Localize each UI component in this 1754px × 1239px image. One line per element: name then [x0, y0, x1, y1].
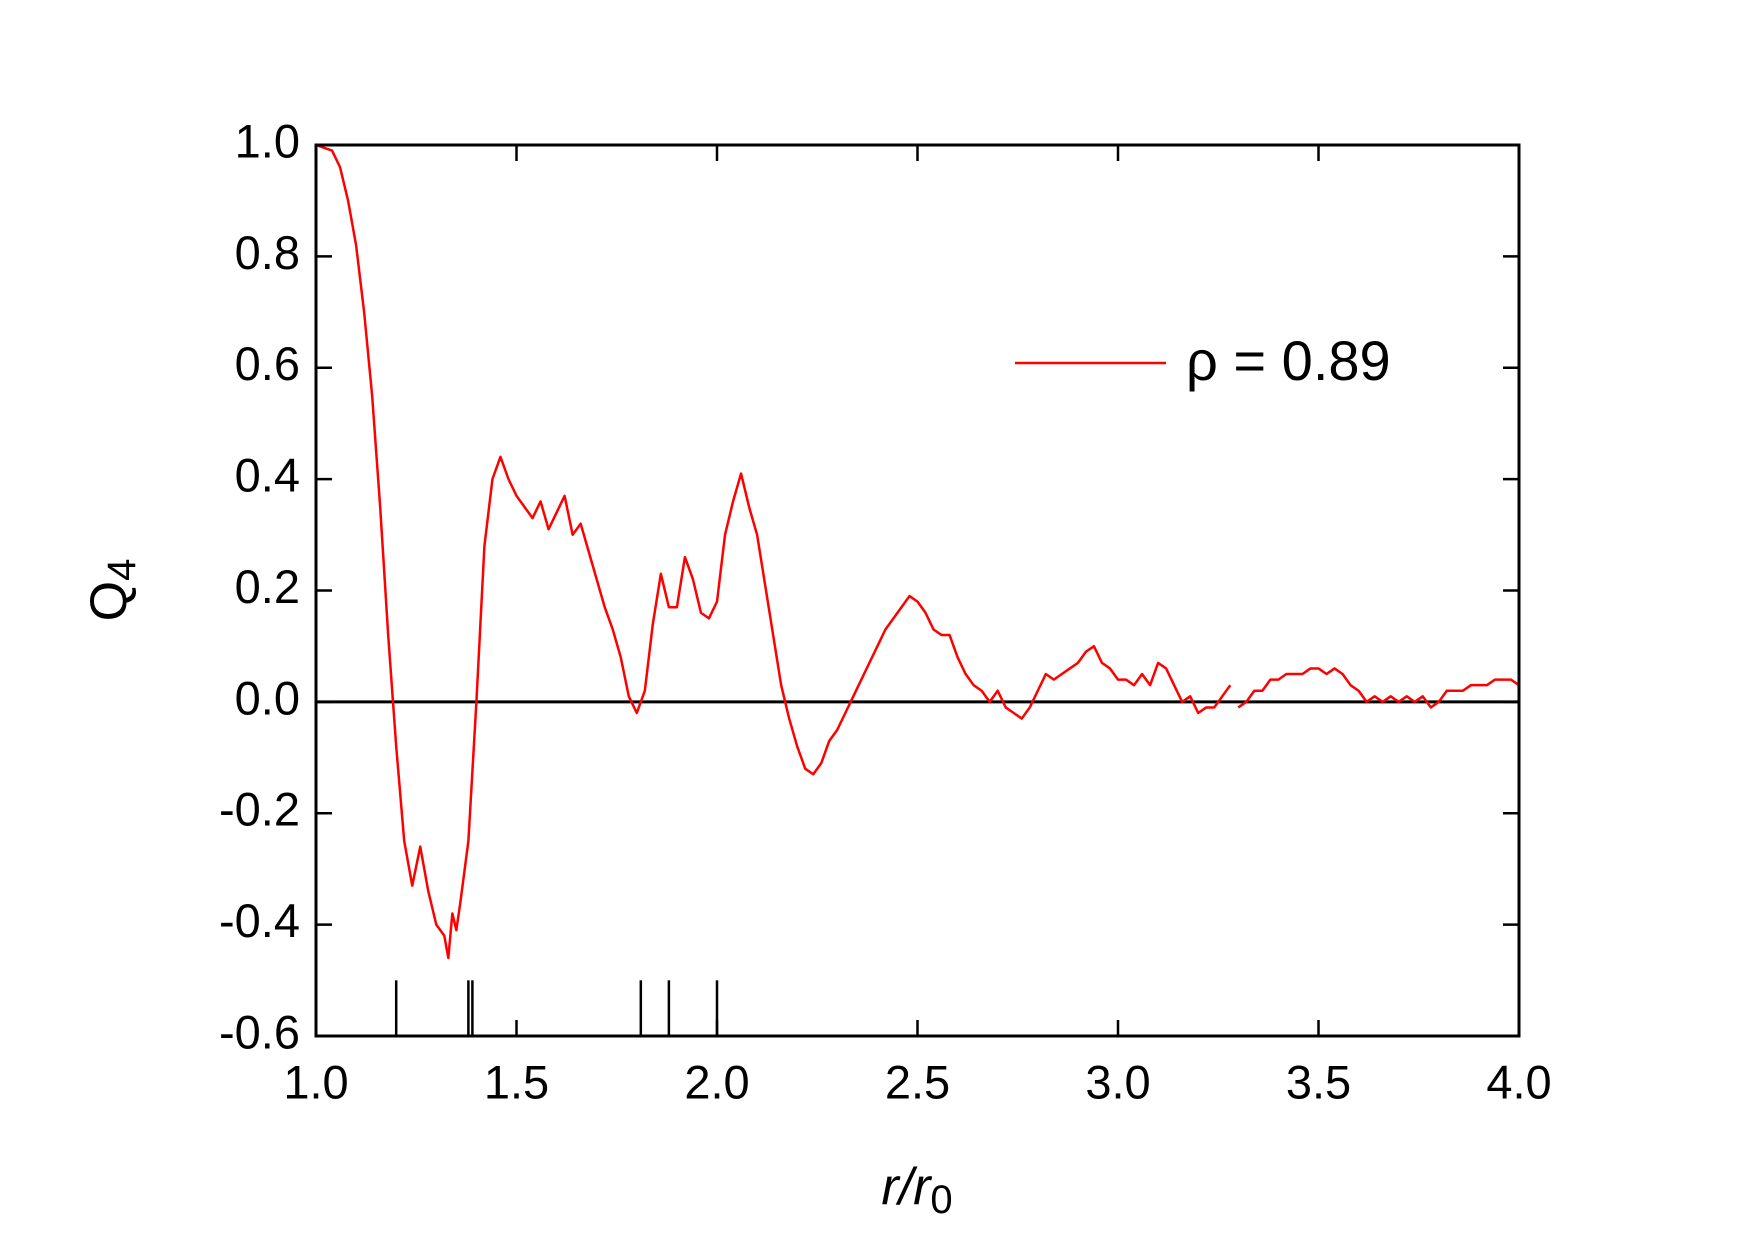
x-tick-label: 3.5 [1286, 1055, 1351, 1108]
x-tick-label: 2.5 [885, 1055, 950, 1108]
y-tick-label: -0.4 [219, 894, 300, 947]
x-label-text: r/r [881, 1158, 933, 1216]
y-label-sub: 4 [100, 559, 144, 581]
data-line [315, 143, 1520, 960]
legend-label: ρ = 0.89 [1186, 329, 1391, 392]
y-tick-label: 1.0 [235, 114, 300, 167]
x-tick-label: 1.0 [283, 1055, 348, 1108]
plot-frame [314, 143, 1521, 1038]
y-tick-label: 0.6 [235, 337, 300, 390]
y-tick-label: -0.6 [219, 1005, 300, 1058]
y-tick-label: 0.8 [235, 226, 300, 279]
y-label-text: Q [80, 581, 138, 621]
x-tick-label: 1.5 [484, 1055, 549, 1108]
x-tick-label: 2.0 [684, 1055, 749, 1108]
y-tick-label: 0.0 [235, 671, 300, 724]
y-axis-label: Q4 [80, 559, 144, 622]
x-label-sub: 0 [930, 1178, 952, 1222]
x-tick-label: 3.0 [1085, 1055, 1150, 1108]
x-tick-label: 4.0 [1486, 1055, 1551, 1108]
y-tick-label: 0.2 [235, 560, 300, 613]
y-tick-label: -0.2 [219, 783, 300, 836]
y-tick-label: 0.4 [235, 449, 300, 502]
x-axis-label: r/r0 [881, 1158, 952, 1222]
